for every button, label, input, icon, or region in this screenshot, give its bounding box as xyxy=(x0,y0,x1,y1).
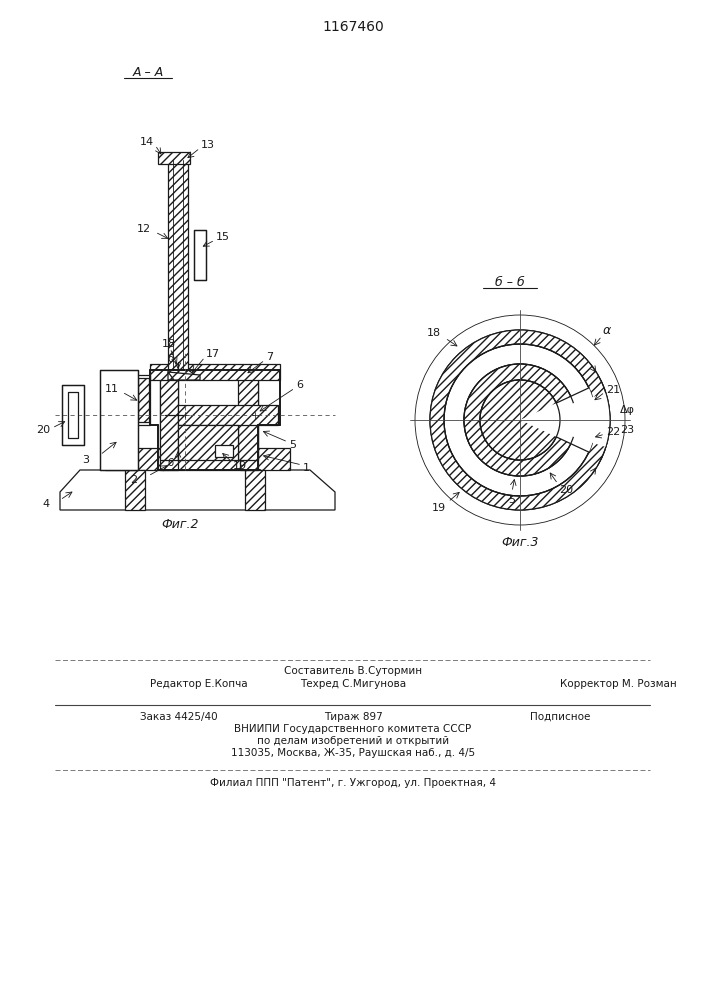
Text: Фиг.3: Фиг.3 xyxy=(501,536,539,548)
Text: 2: 2 xyxy=(130,475,137,485)
Text: б: б xyxy=(167,354,173,364)
Text: 23: 23 xyxy=(620,425,634,435)
Text: 18: 18 xyxy=(427,328,441,338)
Text: 5: 5 xyxy=(508,495,515,505)
Bar xyxy=(178,405,278,425)
Bar xyxy=(238,375,258,460)
Bar xyxy=(125,470,145,510)
Bar xyxy=(100,370,138,470)
Bar xyxy=(68,392,78,438)
Text: Корректор М. Розман: Корректор М. Розман xyxy=(560,679,677,689)
Text: по делам изобретений и открытий: по делам изобретений и открытий xyxy=(257,736,449,746)
Text: Тираж 897: Тираж 897 xyxy=(324,712,382,722)
Text: 12: 12 xyxy=(137,224,151,234)
Text: 21: 21 xyxy=(606,385,620,395)
Text: ВНИИПИ Государственного комитета СССР: ВНИИПИ Государственного комитета СССР xyxy=(235,724,472,734)
Bar xyxy=(194,230,206,280)
Bar xyxy=(150,364,280,380)
Text: 4: 4 xyxy=(42,499,49,509)
Text: 1: 1 xyxy=(303,463,310,473)
Text: 18: 18 xyxy=(162,339,176,349)
Text: 19: 19 xyxy=(432,503,446,513)
Bar xyxy=(137,375,150,425)
Text: Δφ: Δφ xyxy=(620,405,635,415)
Wedge shape xyxy=(430,330,610,510)
Circle shape xyxy=(430,330,610,510)
Text: A – A: A – A xyxy=(132,66,163,79)
Circle shape xyxy=(415,315,625,525)
Wedge shape xyxy=(520,388,596,452)
Text: α: α xyxy=(603,324,612,336)
Text: 20: 20 xyxy=(36,425,50,435)
Bar xyxy=(62,385,84,445)
Bar xyxy=(178,410,236,460)
Text: Заказ 4425/40: Заказ 4425/40 xyxy=(140,712,218,722)
Bar xyxy=(160,370,178,470)
Text: 5: 5 xyxy=(289,440,296,450)
Circle shape xyxy=(444,344,596,496)
Text: Редактор Е.Копча: Редактор Е.Копча xyxy=(150,679,247,689)
Circle shape xyxy=(252,412,259,418)
Text: 20: 20 xyxy=(559,485,573,495)
Bar xyxy=(158,152,190,164)
Bar xyxy=(138,378,149,422)
Bar xyxy=(178,425,238,460)
Bar xyxy=(105,448,290,470)
Text: б: б xyxy=(167,458,173,468)
Bar xyxy=(240,370,258,470)
Circle shape xyxy=(182,412,189,418)
Text: 1167460: 1167460 xyxy=(322,20,384,34)
Circle shape xyxy=(480,380,560,460)
Text: 113035, Москва, Ж-35, Раушская наб., д. 4/5: 113035, Москва, Ж-35, Раушская наб., д. … xyxy=(231,748,475,758)
Text: 7: 7 xyxy=(266,352,273,362)
Polygon shape xyxy=(168,370,200,380)
Polygon shape xyxy=(60,470,335,510)
Text: б – б: б – б xyxy=(495,275,525,288)
Text: 3: 3 xyxy=(82,455,89,465)
Text: 22: 22 xyxy=(606,427,620,437)
Wedge shape xyxy=(464,364,576,476)
Bar xyxy=(168,160,188,370)
Text: Подписное: Подписное xyxy=(530,712,590,722)
Wedge shape xyxy=(520,393,610,447)
Circle shape xyxy=(464,364,576,476)
Text: 13: 13 xyxy=(201,140,215,150)
Bar xyxy=(245,470,265,510)
Polygon shape xyxy=(168,372,200,380)
Text: Филиал ППП "Патент", г. Ужгород, ул. Проектная, 4: Филиал ППП "Патент", г. Ужгород, ул. Про… xyxy=(210,778,496,788)
Text: Техред С.Мигунова: Техред С.Мигунова xyxy=(300,679,406,689)
Bar xyxy=(160,375,178,460)
Text: Составитель В.Сутормин: Составитель В.Сутормин xyxy=(284,666,422,676)
Bar xyxy=(215,445,233,457)
Text: Фиг.2: Фиг.2 xyxy=(161,518,199,530)
Text: 14: 14 xyxy=(140,137,154,147)
Text: 15: 15 xyxy=(216,232,230,242)
Text: 19: 19 xyxy=(233,461,247,471)
Text: 6: 6 xyxy=(296,380,303,390)
Text: 17: 17 xyxy=(206,349,220,359)
Text: 11: 11 xyxy=(105,384,119,394)
